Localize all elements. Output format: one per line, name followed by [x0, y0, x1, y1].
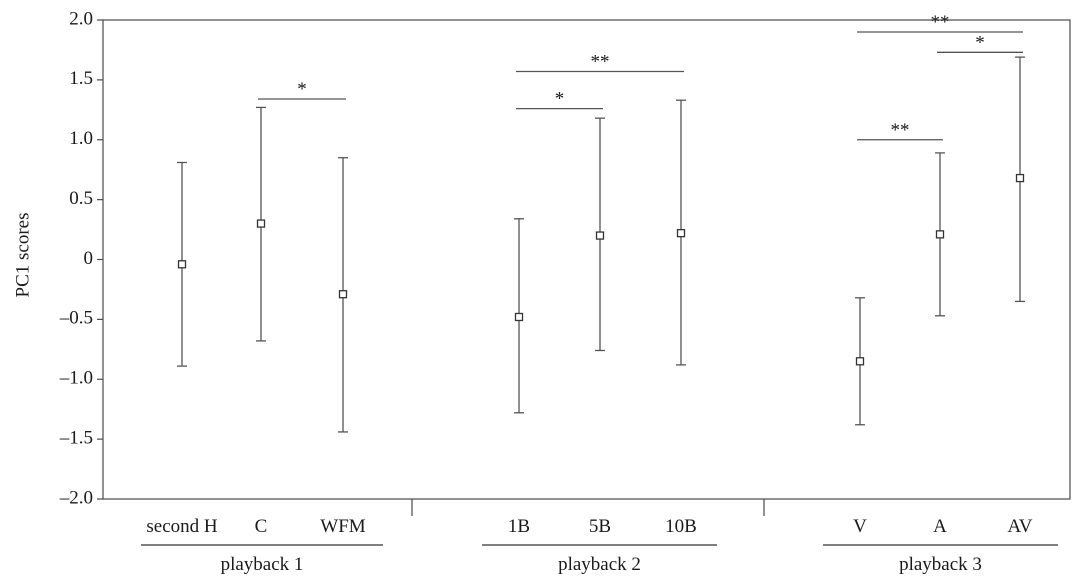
plot-frame	[102, 19, 1071, 500]
y-tick-label: 0	[84, 248, 94, 269]
y-tick-label: 0.5	[69, 188, 93, 209]
category-label: A	[933, 516, 947, 537]
y-tick-label: –1.5	[59, 427, 93, 448]
axes	[102, 19, 1071, 516]
y-tick-label: –2.0	[59, 487, 93, 508]
mean-marker	[1015, 173, 1025, 183]
category-label: 1B	[508, 516, 530, 537]
mean-marker	[256, 219, 266, 228]
mean-marker	[676, 229, 686, 238]
mean-marker	[177, 260, 187, 269]
significance-label: *	[975, 32, 985, 53]
y-tick-label: 2.0	[69, 8, 93, 29]
y-tick-label: 1.5	[69, 68, 93, 89]
significance-brackets: * ********	[258, 12, 1023, 141]
group-label: playback 1	[221, 554, 304, 575]
mean-marker	[935, 230, 945, 239]
y-tick-label: 1.0	[69, 128, 93, 149]
category-label: AV	[1008, 516, 1033, 537]
mean-marker	[595, 231, 605, 240]
significance-label: **	[891, 120, 910, 141]
y-tick-label: –1.0	[59, 368, 93, 389]
significance-label: *	[555, 89, 565, 110]
x-labels: second H C WFM playback 1 1B 5B 10B playback 2 V…	[141, 516, 1058, 575]
y-axis-label: PC1 scores	[12, 213, 33, 298]
significance-label: *	[297, 79, 307, 100]
category-label: WFM	[320, 516, 366, 537]
category-label: 10B	[665, 516, 697, 537]
category-label: C	[255, 516, 268, 537]
group-label: playback 2	[558, 554, 641, 575]
y-ticks: 2.0 1.5 1.0 0.5 0 –0.5 –1.0 –1.5 –2.0	[59, 8, 103, 508]
group-label: playback 3	[899, 554, 982, 575]
category-label: 5B	[589, 516, 611, 537]
mean-marker	[514, 312, 524, 322]
category-label: second H	[146, 516, 218, 537]
significance-label: **	[591, 51, 610, 72]
y-tick-label: –0.5	[59, 308, 93, 329]
mean-marker	[338, 290, 348, 299]
series	[177, 56, 1025, 433]
significance-label: **	[931, 12, 950, 33]
mean-marker	[855, 357, 865, 366]
category-label: V	[853, 516, 867, 537]
